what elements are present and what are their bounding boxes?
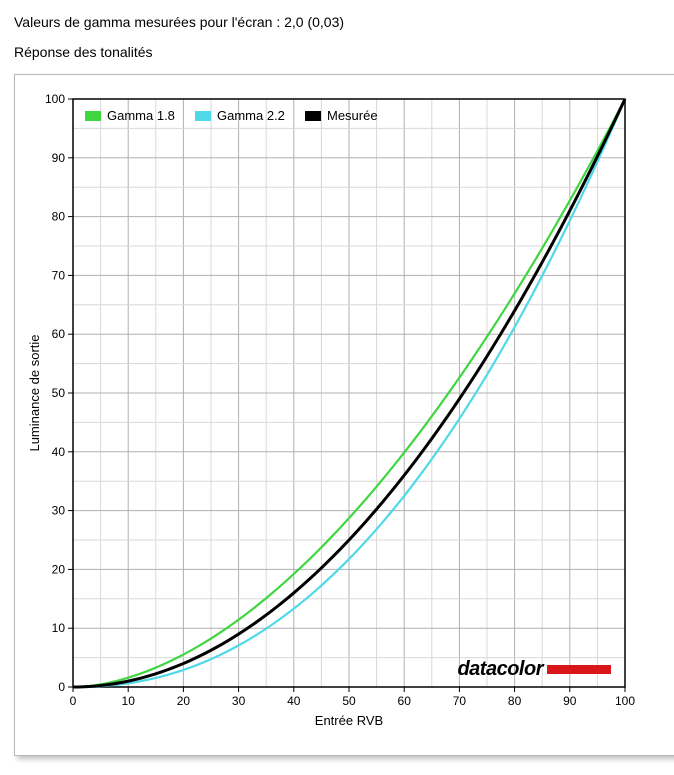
x-tick-label: 20 <box>177 694 191 708</box>
y-tick-label: 20 <box>52 562 66 576</box>
tonal-response-chart: 0 10 20 30 40 50 60 70 80 90 100 0 10 20 30 40 50 60 70 80 9… <box>25 91 649 743</box>
y-tick-label: 60 <box>52 327 66 341</box>
x-tick-label: 30 <box>232 694 246 708</box>
y-tick-label: 90 <box>52 151 66 165</box>
legend-swatch-measured <box>305 111 321 121</box>
y-tick-label: 80 <box>52 210 66 224</box>
y-axis-title: Luminance de sortie <box>27 334 42 451</box>
y-tick-label: 30 <box>52 504 66 518</box>
x-tick-label: 100 <box>615 694 635 708</box>
y-tick-label: 100 <box>45 92 65 106</box>
x-tick-label: 50 <box>342 694 356 708</box>
x-tick-label: 0 <box>70 694 77 708</box>
subtitle-text: Réponse des tonalités <box>14 44 660 60</box>
brand-bar <box>547 665 611 674</box>
gamma-values-text: Valeurs de gamma mesurées pour l'écran :… <box>14 14 660 30</box>
y-tick-label: 0 <box>58 680 65 694</box>
y-tick-label: 50 <box>52 386 66 400</box>
legend-label-gamma22: Gamma 2.2 <box>217 108 285 123</box>
brand-text: datacolor <box>457 658 544 680</box>
y-tick-label: 40 <box>52 445 66 459</box>
x-tick-label: 40 <box>287 694 301 708</box>
x-tick-label: 10 <box>122 694 136 708</box>
x-tick-label: 60 <box>398 694 412 708</box>
legend-swatch-gamma18 <box>85 111 101 121</box>
x-tick-label: 80 <box>508 694 522 708</box>
chart-container: 0 10 20 30 40 50 60 70 80 90 100 0 10 20 30 40 50 60 70 80 9… <box>14 74 674 756</box>
y-tick-label: 10 <box>52 621 66 635</box>
legend-swatch-gamma22 <box>195 111 211 121</box>
legend-label-measured: Mesurée <box>327 108 378 123</box>
y-tick-label: 70 <box>52 268 66 282</box>
x-axis-title: Entrée RVB <box>315 713 383 728</box>
x-tick-label: 70 <box>453 694 467 708</box>
legend-label-gamma18: Gamma 1.8 <box>107 108 175 123</box>
x-tick-label: 90 <box>563 694 577 708</box>
